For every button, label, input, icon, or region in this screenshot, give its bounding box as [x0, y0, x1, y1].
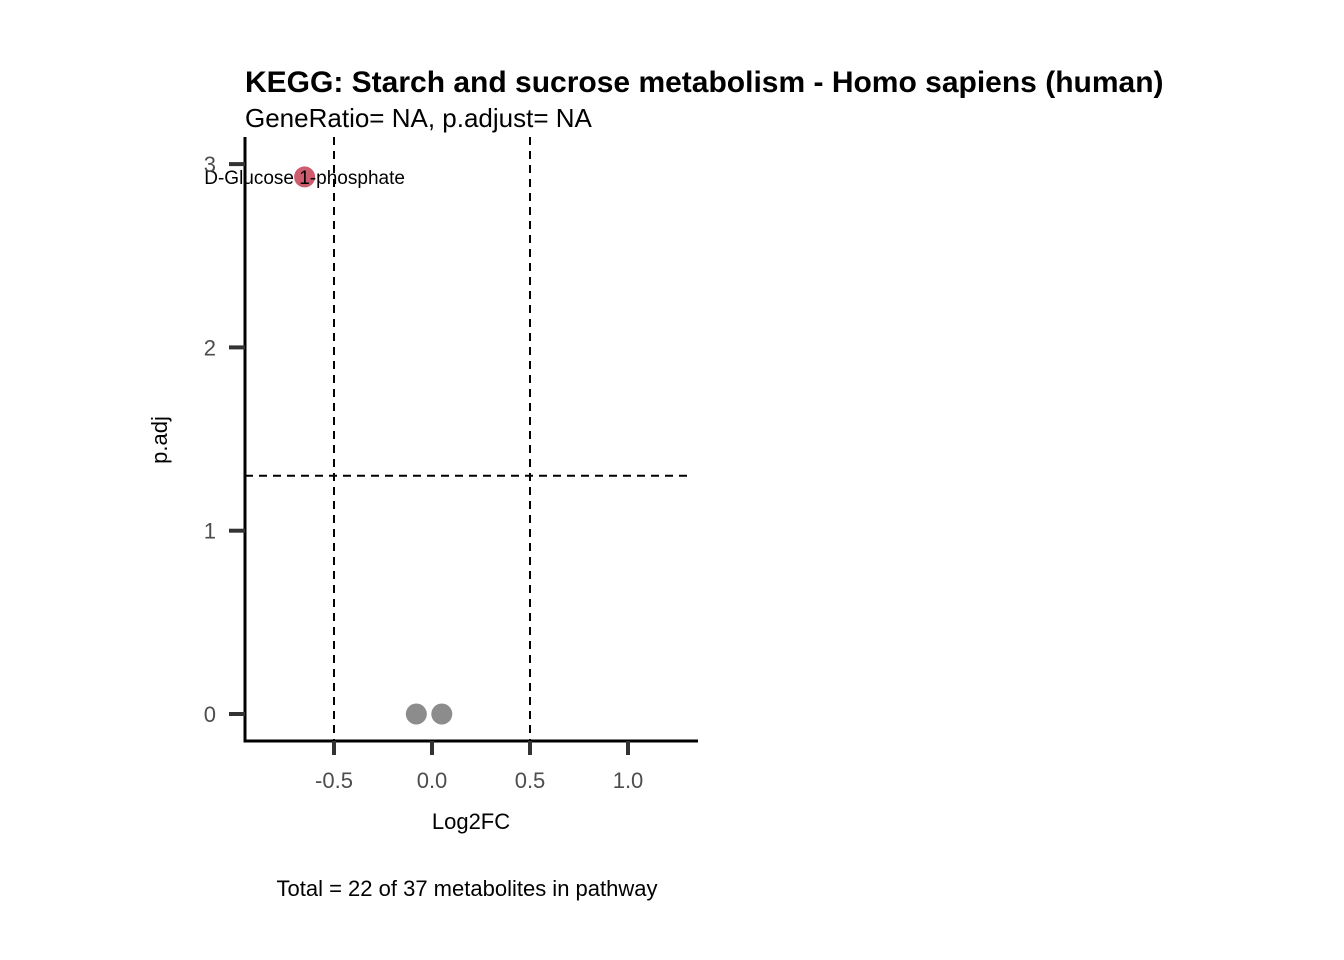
- chart-title: KEGG: Starch and sucrose metabolism - Ho…: [245, 66, 1164, 99]
- point-label-0: D-Glucose 1-phosphate: [204, 168, 405, 189]
- y-tick-label-3: 3: [204, 152, 216, 177]
- x-tick-label-0: -0.5: [315, 768, 353, 793]
- x-axis-title: Log2FC: [432, 809, 510, 834]
- data-point-0: [294, 166, 316, 188]
- y-tick-label-0: 0: [204, 702, 216, 727]
- y-tick-label-1: 1: [204, 519, 216, 544]
- point-labels: D-Glucose 1-phosphate: [204, 168, 405, 189]
- x-tick-label-2: 0.5: [515, 768, 546, 793]
- x-axis-ticks: -0.5 0.0 0.5 1.0: [315, 741, 643, 793]
- data-points: [294, 166, 453, 725]
- y-axis-ticks: 0 1 2 3: [204, 152, 245, 727]
- reference-lines: [245, 137, 690, 741]
- data-point-2: [431, 703, 453, 725]
- x-tick-label-3: 1.0: [613, 768, 644, 793]
- y-axis-title: p.adj: [147, 416, 172, 464]
- chart-subtitle: GeneRatio= NA, p.adjust= NA: [245, 103, 593, 133]
- chart-caption: Total = 22 of 37 metabolites in pathway: [277, 876, 658, 901]
- x-tick-label-1: 0.0: [417, 768, 448, 793]
- y-tick-label-2: 2: [204, 335, 216, 360]
- data-point-1: [405, 703, 427, 725]
